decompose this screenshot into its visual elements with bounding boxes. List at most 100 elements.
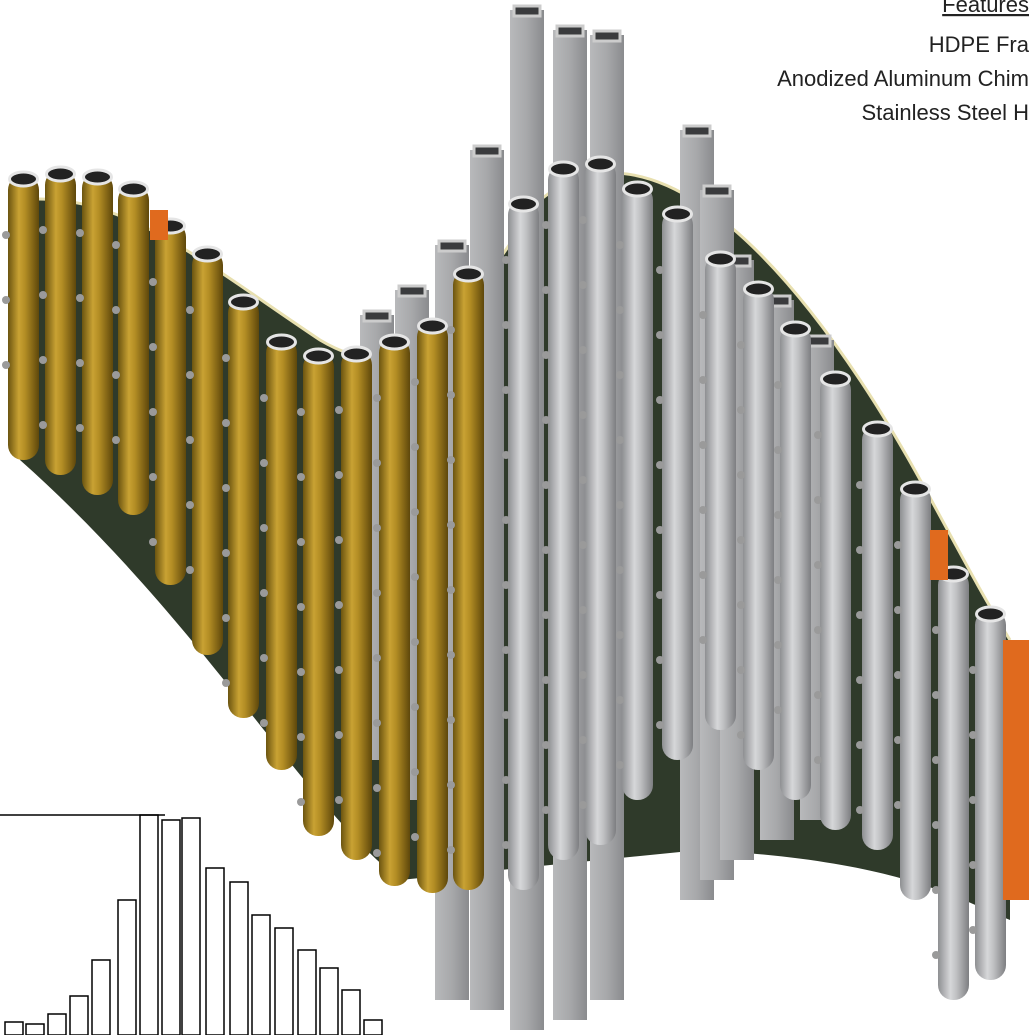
mount-bolt — [699, 636, 707, 644]
tube-opening — [303, 347, 334, 365]
tube-opening — [780, 320, 811, 338]
mount-bolt — [814, 756, 822, 764]
mount-bolt — [222, 484, 230, 492]
mount-bolt — [39, 421, 47, 429]
gold-chime — [155, 222, 186, 585]
mount-bolt — [260, 654, 268, 662]
mount-bolt — [656, 721, 664, 729]
tube-opening — [743, 280, 774, 298]
mount-bolt — [579, 411, 587, 419]
mount-bolt — [616, 241, 624, 249]
tube-opening — [862, 420, 893, 438]
mount-bolt — [373, 654, 381, 662]
mount-bolt — [411, 508, 419, 516]
mount-bolt — [502, 386, 510, 394]
mount-bolt — [447, 651, 455, 659]
mount-bolt — [2, 361, 10, 369]
mount-bolt — [39, 356, 47, 364]
tube-opening — [585, 155, 616, 173]
sketch-chime — [91, 959, 111, 1035]
mount-bolt — [297, 538, 305, 546]
mount-bolt — [502, 516, 510, 524]
sketch-chime — [47, 1013, 67, 1035]
mount-bolt — [656, 331, 664, 339]
mount-bolt — [932, 626, 940, 634]
tube-opening — [379, 333, 410, 351]
mount-bolt — [656, 591, 664, 599]
mount-bolt — [894, 736, 902, 744]
tube-opening — [975, 605, 1006, 623]
silver-chime — [622, 185, 653, 800]
mount-bolt — [737, 406, 745, 414]
silver-chime — [780, 325, 811, 800]
mount-bolt — [542, 611, 550, 619]
mount-bolt — [112, 306, 120, 314]
tube-opening — [341, 345, 372, 363]
mount-bolt — [856, 546, 864, 554]
silver-chime — [938, 570, 969, 1000]
mount-bolt — [2, 296, 10, 304]
mount-bolt — [656, 656, 664, 664]
tube-opening — [662, 205, 693, 223]
sketch-chime — [251, 914, 271, 1035]
features-heading: Features — [942, 0, 1029, 17]
mount-bolt — [579, 281, 587, 289]
post-top — [437, 239, 467, 253]
tube-opening — [548, 160, 579, 178]
mount-bolt — [447, 586, 455, 594]
gold-chime — [45, 170, 76, 475]
mount-bolt — [856, 806, 864, 814]
mount-bolt — [373, 394, 381, 402]
sketch-chime — [161, 819, 181, 1035]
mount-bolt — [186, 566, 194, 574]
sketch-chime — [229, 881, 249, 1035]
frame-bracket — [1003, 640, 1029, 900]
mount-bolt — [447, 846, 455, 854]
mount-bolt — [335, 536, 343, 544]
mount-bolt — [542, 806, 550, 814]
mount-bolt — [447, 391, 455, 399]
mount-bolt — [814, 431, 822, 439]
mount-bolt — [699, 441, 707, 449]
feature-item: Anodized Aluminum Chim — [777, 66, 1029, 91]
gold-chime — [453, 270, 484, 890]
mount-bolt — [149, 538, 157, 546]
silver-chimes — [502, 155, 1006, 1000]
mount-bolt — [335, 601, 343, 609]
sketch-chime — [25, 1023, 45, 1035]
mount-bolt — [894, 606, 902, 614]
mount-bolt — [447, 781, 455, 789]
mount-bolt — [856, 741, 864, 749]
mount-bolt — [222, 679, 230, 687]
mount-bolt — [894, 671, 902, 679]
mount-bolt — [616, 371, 624, 379]
mount-bolt — [856, 676, 864, 684]
mount-bolt — [656, 526, 664, 534]
features-text: Features HDPE Fra Anodized Aluminum Chim… — [777, 0, 1029, 125]
silver-chime — [862, 425, 893, 850]
mount-bolt — [502, 711, 510, 719]
mount-bolt — [542, 351, 550, 359]
gold-chime — [118, 185, 149, 515]
mount-bolt — [335, 666, 343, 674]
mount-bolt — [373, 784, 381, 792]
mount-bolt — [2, 231, 10, 239]
mount-bolt — [774, 576, 782, 584]
silver-chime — [900, 485, 931, 900]
tube-opening — [453, 265, 484, 283]
mount-bolt — [579, 346, 587, 354]
mount-bolt — [616, 501, 624, 509]
post-top — [702, 184, 732, 198]
sketch-chime — [4, 1021, 24, 1035]
mount-bolt — [774, 446, 782, 454]
mount-bolt — [373, 459, 381, 467]
mount-bolt — [774, 641, 782, 649]
mount-bolt — [76, 229, 84, 237]
gold-chimes — [2, 165, 484, 893]
mount-bolt — [373, 589, 381, 597]
frame-bracket — [930, 530, 948, 580]
mount-bolt — [222, 614, 230, 622]
mount-bolt — [616, 696, 624, 704]
mount-bolt — [76, 424, 84, 432]
